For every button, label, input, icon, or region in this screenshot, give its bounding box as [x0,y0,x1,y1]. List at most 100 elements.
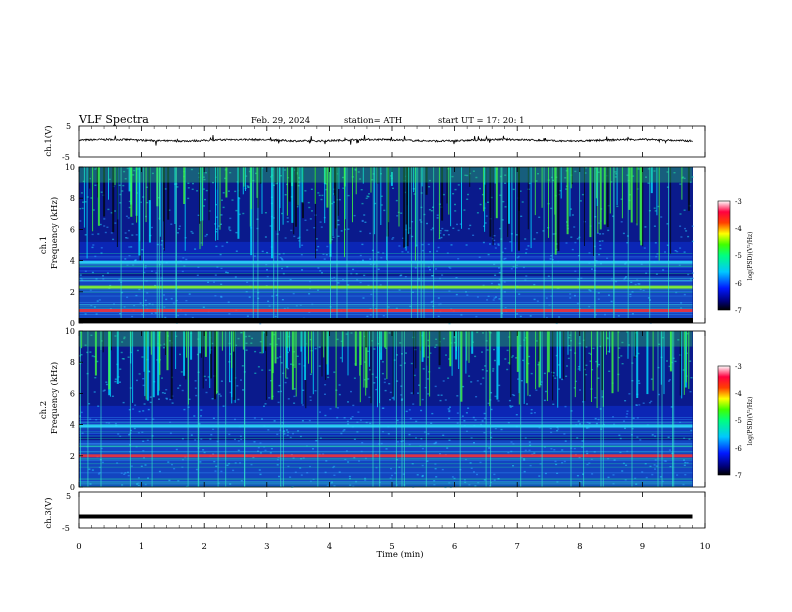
spectrogram-speckle [607,229,610,232]
spectrogram-impulse [326,167,329,208]
spectrogram-speckle [482,377,485,379]
spectrogram-speckle [347,194,350,197]
spectrogram-impulse [209,331,212,379]
spectrogram-impulse [422,331,425,358]
spectrogram-impulse [636,167,638,226]
spectrogram-speckle [588,305,591,308]
spectrogram-impulse [159,331,161,375]
spectrogram-speckle [482,241,485,244]
spectrogram-speckle [498,298,501,300]
spectrogram-speckle [163,306,166,308]
spectrogram-line [79,481,693,483]
spectrogram-impulse [557,167,560,252]
spectrogram-speckle [194,380,197,382]
spectrogram-speckle [447,168,450,170]
spectrogram-speckle [501,219,504,221]
spectrogram-speckle [464,458,467,461]
spectrogram-speckle [567,357,570,360]
spectrogram-speckle [84,201,87,203]
spectrogram-speckle [666,360,668,362]
spectrogram-speckle [124,178,127,180]
spectrogram-speckle [653,225,656,227]
spectrogram-speckle [436,217,439,219]
spectrogram-impulse [414,167,416,261]
spectrogram-speckle [545,316,548,319]
spectrogram-speckle [187,182,190,184]
spectrogram-speckle [624,479,627,481]
spectrogram-speckle [399,342,402,344]
spectrogram-line [79,305,693,307]
spectrogram-speckle [80,411,83,414]
spectrogram-impulse [527,167,529,230]
spectrogram-speckle [533,283,536,286]
spectrogram-speckle [472,234,475,236]
spectrogram-speckle [559,190,562,192]
spectrogram-speckle [482,332,484,334]
spectrogram-speckle [664,251,666,253]
spectrogram-impulse [245,167,246,191]
spectrogram-impulse [282,331,284,487]
spectrogram-speckle [381,407,384,409]
spectrogram-speckle [93,355,96,358]
spectrogram-speckle [220,267,223,269]
spectrogram-speckle [337,282,340,284]
spectrogram-speckle [114,378,117,380]
spectrogram-speckle [530,372,533,375]
spectrogram-impulse [250,167,252,210]
spectrogram-impulse [347,331,349,376]
spectrogram-speckle [685,230,688,232]
spectrogram-speckle [657,205,660,208]
spectrogram-speckle [438,367,441,369]
spectrogram-speckle [407,251,410,253]
spectrogram-impulse [150,331,152,355]
spectrogram-line [79,263,693,265]
spectrogram-speckle [565,188,568,190]
spectrogram-impulse [243,167,245,187]
spectrogram-speckle [456,412,459,414]
spectrogram-impulse [116,167,118,247]
spectrogram-speckle [504,307,507,309]
spectrogram-impulse [204,331,207,357]
spectrogram-speckle [345,333,348,335]
spectrogram-impulse [359,331,362,365]
spectrogram-speckle [416,474,419,476]
spectrogram-impulse [100,331,102,487]
spectrogram-speckle [137,168,140,170]
spectrogram-speckle [363,379,366,381]
spectrogram-impulse [683,331,685,395]
spectrogram-impulse [584,331,586,401]
ch1-baseline-bar [79,318,693,323]
spectrogram-speckle [86,351,89,354]
ch1-colorbar-tick-3: -3 [735,198,742,206]
spectrogram-speckle [130,429,132,432]
spectrogram-speckle [261,418,263,420]
spectrogram-impulse [311,331,313,374]
spectrogram-speckle [220,214,223,216]
spectrogram-speckle [569,334,572,336]
spectrogram-speckle [486,299,489,301]
spectrogram-speckle [235,344,238,346]
spectrogram-speckle [370,293,373,296]
x-tick-label: 10 [700,542,711,552]
spectrogram-speckle [550,448,553,450]
spectrogram-speckle [254,372,257,374]
spectrogram-speckle [151,226,153,229]
spectrogram-speckle [654,210,657,212]
spectrogram-speckle [464,481,467,484]
spectrogram-speckle [461,415,464,417]
spectrogram-speckle [591,369,594,371]
x-tick-label: 1 [139,542,144,552]
ch3-voltage-trace [79,514,693,519]
spectrogram-speckle [333,474,336,476]
spectrogram-impulse [92,167,94,232]
spectrogram-speckle [691,176,694,178]
spectrogram-impulse [534,167,536,216]
spectrogram-impulse [597,331,599,368]
spectrogram-speckle [268,369,271,371]
spectrogram-speckle [683,464,686,466]
spectrogram-speckle [327,376,330,379]
spectrogram-impulse [159,167,161,237]
spectrogram-line [79,446,693,448]
time-x-axis: 0 1 2 3 4 5 6 7 8 9 10 [76,126,710,552]
spectrogram-speckle [226,241,229,244]
